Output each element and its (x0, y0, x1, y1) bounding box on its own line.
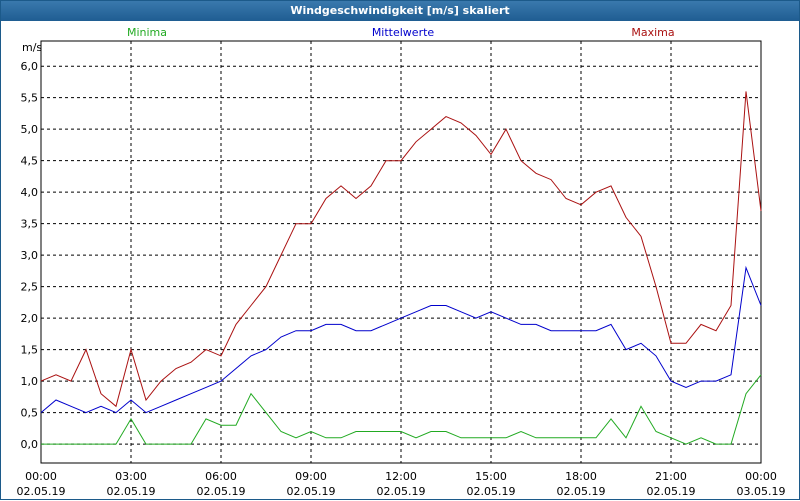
x-tick-date: 02.05.19 (17, 485, 66, 498)
y-tick-label: 3,0 (21, 249, 39, 262)
y-tick-label: 6,0 (21, 60, 39, 73)
x-tick-date: 02.05.19 (557, 485, 606, 498)
y-tick-label: 1,5 (21, 344, 39, 357)
y-tick-label: 2,5 (21, 281, 39, 294)
y-tick-label: 4,5 (21, 155, 39, 168)
y-tick-label: 1,0 (21, 375, 39, 388)
legend-maxima: Maxima (631, 26, 674, 39)
series-line-mittelwerte (40, 265, 762, 414)
y-tick-label: 3,5 (21, 218, 39, 231)
window-title: Windgeschwindigkeit [m/s] skaliert (1, 1, 799, 21)
legend-minima: Minima (127, 26, 167, 39)
y-tick-label: 0,5 (21, 407, 39, 420)
y-tick-label: 5,0 (21, 123, 39, 136)
x-tick-time: 03:00 (115, 470, 147, 483)
x-tick-date: 02.05.19 (467, 485, 516, 498)
x-tick-date: 02.05.19 (287, 485, 336, 498)
x-tick-date: 02.05.19 (377, 485, 426, 498)
x-tick-time: 06:00 (205, 470, 237, 483)
x-tick-time: 15:00 (475, 470, 507, 483)
y-tick-label: 5,5 (21, 92, 39, 105)
x-tick-time: 18:00 (565, 470, 597, 483)
x-tick-time: 09:00 (295, 470, 327, 483)
y-tick-label: 2,0 (21, 312, 39, 325)
series-line-minima (41, 374, 762, 445)
x-tick-date: 02.05.19 (107, 485, 156, 498)
x-tick-date: 02.05.19 (647, 485, 696, 498)
series-line-maxima (40, 91, 762, 408)
x-tick-time: 12:00 (385, 470, 417, 483)
x-tick-date: 03.05.19 (737, 485, 786, 498)
y-tick-label: 0,0 (21, 438, 39, 451)
y-tick-label: 4,0 (21, 186, 39, 199)
x-tick-date: 02.05.19 (197, 485, 246, 498)
legend-mittelwerte: Mittelwerte (372, 26, 435, 39)
y-axis-label: m/s (22, 41, 42, 54)
x-tick-time: 00:00 (745, 470, 777, 483)
x-tick-time: 21:00 (655, 470, 687, 483)
x-tick-time: 00:00 (25, 470, 57, 483)
